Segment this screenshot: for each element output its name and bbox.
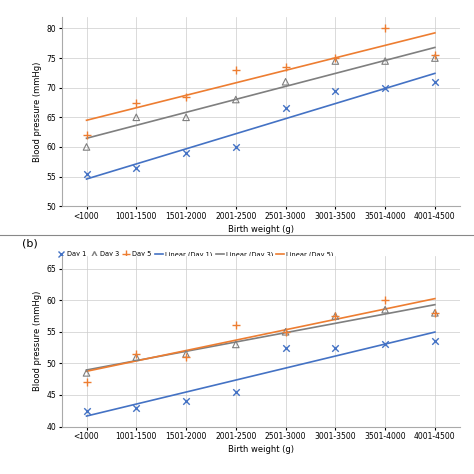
Point bbox=[232, 341, 239, 348]
Point bbox=[282, 344, 289, 351]
Point bbox=[381, 57, 389, 65]
Point bbox=[431, 309, 438, 317]
Point bbox=[132, 114, 140, 121]
Legend: Day 1, Day 3, Day 5, Linear (Day 1), Linear (Day 3), Linear (Day 5): Day 1, Day 3, Day 5, Linear (Day 1), Lin… bbox=[57, 251, 334, 258]
X-axis label: Birth weight (g): Birth weight (g) bbox=[228, 225, 294, 234]
Point bbox=[332, 87, 339, 94]
Point bbox=[332, 312, 339, 320]
X-axis label: Birth weight (g): Birth weight (g) bbox=[228, 445, 294, 454]
Point bbox=[332, 57, 339, 65]
Point bbox=[282, 78, 289, 86]
Point bbox=[381, 84, 389, 91]
Point bbox=[282, 328, 289, 336]
Point bbox=[132, 99, 140, 106]
Point bbox=[381, 341, 389, 348]
Point bbox=[332, 55, 339, 62]
Point bbox=[381, 306, 389, 313]
Point bbox=[182, 398, 190, 405]
Point bbox=[431, 309, 438, 317]
Point bbox=[381, 296, 389, 304]
Point bbox=[332, 312, 339, 320]
Y-axis label: Blood pressure (mmHg): Blood pressure (mmHg) bbox=[33, 291, 42, 392]
Point bbox=[132, 164, 140, 172]
Point bbox=[82, 379, 90, 386]
Point bbox=[182, 350, 190, 358]
Point bbox=[82, 143, 90, 151]
Point bbox=[431, 51, 438, 59]
Point bbox=[182, 114, 190, 121]
Point bbox=[232, 96, 239, 103]
Point bbox=[282, 105, 289, 112]
Point bbox=[282, 328, 289, 336]
Point bbox=[132, 353, 140, 361]
Point bbox=[82, 131, 90, 139]
Point bbox=[282, 63, 289, 71]
Point bbox=[431, 55, 438, 62]
Point bbox=[232, 388, 239, 396]
Point bbox=[82, 407, 90, 415]
Point bbox=[182, 93, 190, 100]
Point bbox=[82, 170, 90, 177]
Point bbox=[182, 149, 190, 157]
Point bbox=[82, 369, 90, 377]
Point bbox=[132, 404, 140, 411]
Point bbox=[381, 25, 389, 32]
Point bbox=[332, 344, 339, 351]
Y-axis label: Blood pressure (mmHg): Blood pressure (mmHg) bbox=[33, 61, 42, 162]
Point bbox=[232, 143, 239, 151]
Point bbox=[232, 322, 239, 329]
Text: (b): (b) bbox=[22, 239, 37, 249]
Point bbox=[132, 350, 140, 358]
Point bbox=[232, 66, 239, 74]
Point bbox=[182, 353, 190, 361]
Point bbox=[431, 78, 438, 86]
Point bbox=[431, 337, 438, 345]
